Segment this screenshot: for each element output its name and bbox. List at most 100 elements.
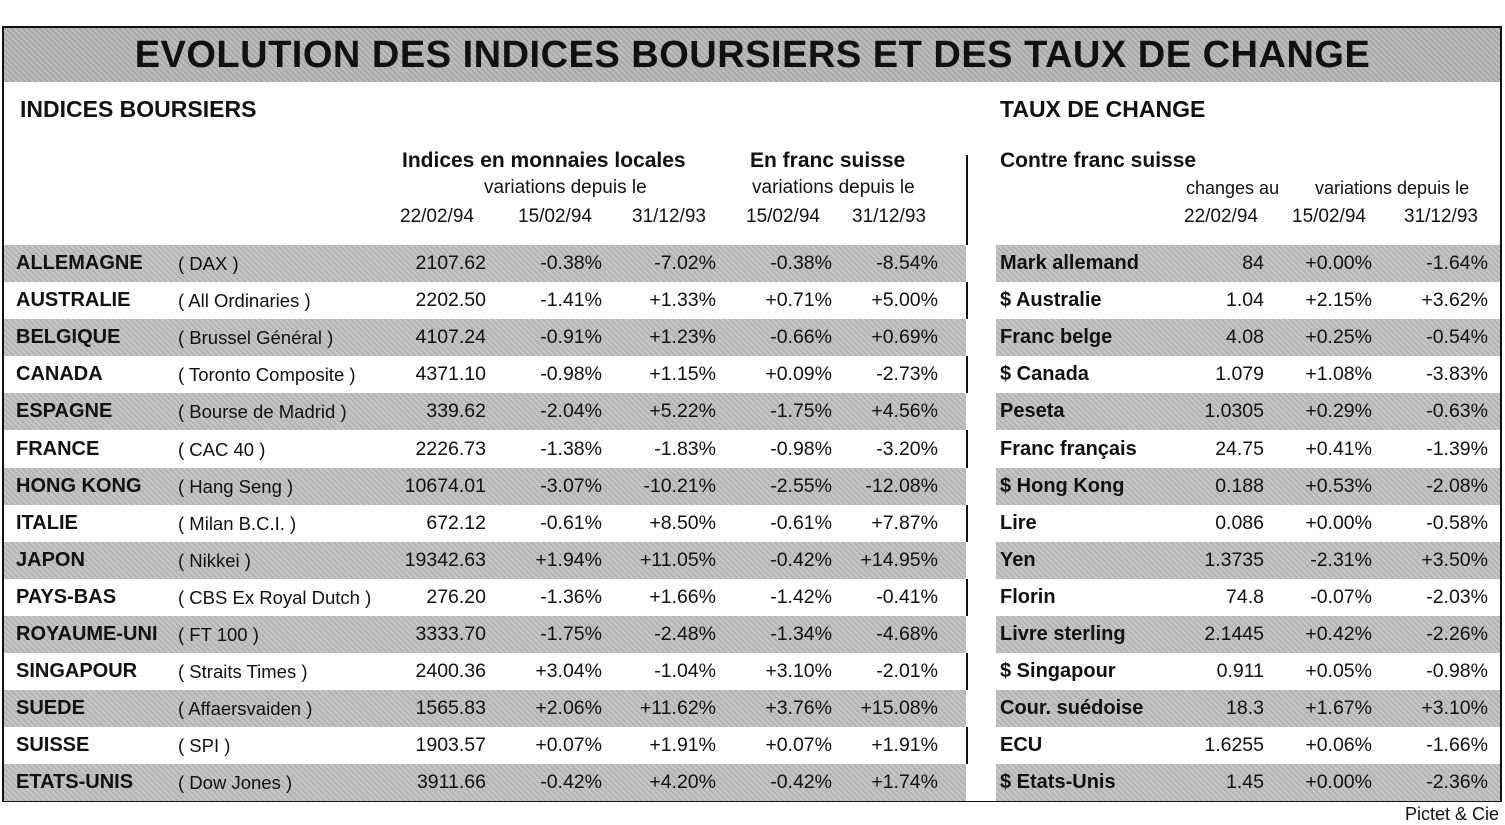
exchange-rate: 1.079 bbox=[1215, 363, 1264, 386]
table-row: PAYS-BAS ( CBS Ex Royal Dutch ) 276.20 -1.3… bbox=[4, 579, 1500, 616]
variation-chf-weekly: +3.76% bbox=[765, 697, 832, 720]
header-changes-au: changes au bbox=[1186, 178, 1280, 198]
row-gap bbox=[966, 764, 996, 802]
fx-variation-weekly: +1.08% bbox=[1305, 363, 1372, 386]
row-gap bbox=[966, 690, 996, 728]
variation-local-ytd: -10.21% bbox=[643, 474, 716, 497]
variation-chf-ytd: -2.01% bbox=[876, 660, 938, 683]
variation-local-weekly: -1.75% bbox=[540, 623, 602, 645]
table-row: ITALIE ( Milan B.C.I. ) 672.12 -0.61% +8.50%… bbox=[4, 505, 1500, 542]
row-gap bbox=[966, 245, 996, 282]
row-gap bbox=[966, 467, 996, 505]
fx-variation-ytd: -3.83% bbox=[1426, 363, 1488, 386]
header-fx-sub: variations depuis le bbox=[1315, 178, 1470, 198]
variation-local-ytd: +11.05% bbox=[639, 548, 716, 571]
index-value: 2226.73 bbox=[415, 437, 487, 460]
title-band bbox=[4, 28, 1500, 82]
variation-chf-ytd: -12.08% bbox=[865, 474, 938, 497]
fx-variation-weekly: +0.25% bbox=[1305, 326, 1372, 349]
variation-chf-weekly: -1.34% bbox=[770, 623, 832, 645]
variation-chf-weekly: -0.66% bbox=[770, 326, 832, 349]
table-row: SUISSE ( SPI ) 1903.57 +0.07% +1.91% +0.07% +1… bbox=[4, 727, 1500, 764]
currency-name: Livre sterling bbox=[1000, 623, 1126, 645]
index-name: ( Brussel Général ) bbox=[178, 327, 334, 349]
variation-local-weekly: -1.41% bbox=[540, 289, 602, 312]
currency-name: Yen bbox=[1000, 548, 1036, 571]
variation-chf-ytd: -4.68% bbox=[876, 623, 938, 645]
variation-local-weekly: -0.91% bbox=[540, 326, 602, 349]
variation-chf-weekly: -1.42% bbox=[770, 585, 832, 608]
currency-name: $ Etats-Unis bbox=[1000, 771, 1116, 794]
fx-variation-weekly: +0.06% bbox=[1305, 734, 1372, 757]
header-swiss-franc: En franc suisse bbox=[750, 149, 906, 172]
exchange-rate: 0.188 bbox=[1215, 474, 1264, 497]
country-name: SINGAPOUR bbox=[16, 660, 138, 683]
variation-local-weekly: +2.06% bbox=[535, 697, 602, 720]
variation-chf-weekly: -1.75% bbox=[770, 400, 832, 423]
fx-variation-ytd: -2.26% bbox=[1426, 623, 1488, 645]
index-value: 2202.50 bbox=[415, 289, 487, 312]
currency-name: Lire bbox=[1000, 511, 1037, 534]
index-value: 339.62 bbox=[426, 400, 486, 423]
exchange-rate: 18.3 bbox=[1226, 697, 1264, 720]
date-header: 31/12/93 bbox=[852, 206, 926, 227]
variation-local-ytd: +1.33% bbox=[649, 289, 716, 312]
variation-chf-ytd: +4.56% bbox=[871, 400, 938, 423]
country-name: SUISSE bbox=[16, 734, 90, 757]
index-value: 1903.57 bbox=[415, 734, 487, 757]
variation-local-ytd: -1.04% bbox=[654, 660, 716, 683]
variation-chf-weekly: -0.42% bbox=[770, 548, 832, 571]
fx-variation-ytd: -0.58% bbox=[1426, 511, 1488, 534]
index-name: ( Dow Jones ) bbox=[178, 772, 293, 794]
country-name: ROYAUME-UNI bbox=[16, 623, 158, 645]
index-name: ( Bourse de Madrid ) bbox=[178, 401, 347, 423]
index-value: 2400.36 bbox=[415, 660, 487, 683]
index-value: 1565.83 bbox=[415, 697, 487, 720]
table-row: ALLEMAGNE ( DAX ) 2107.62 -0.38% -7.02% -0.38… bbox=[4, 245, 1500, 282]
date-header: 15/02/94 bbox=[1292, 206, 1366, 227]
variation-local-weekly: -0.98% bbox=[540, 363, 602, 386]
currency-name: $ Australie bbox=[1000, 289, 1102, 312]
exchange-rate: 74.8 bbox=[1226, 585, 1264, 608]
source-credit: Pictet & Cie bbox=[1404, 804, 1499, 824]
exchange-rate: 0.911 bbox=[1216, 660, 1264, 683]
index-value: 276.20 bbox=[426, 585, 486, 608]
date-header: 22/02/94 bbox=[1184, 206, 1258, 227]
exchange-rate: 1.3735 bbox=[1204, 548, 1264, 571]
section-indices-boursiers: INDICES BOURSIERS bbox=[20, 96, 257, 122]
fx-variation-ytd: -2.03% bbox=[1426, 585, 1488, 608]
index-name: ( Straits Times ) bbox=[178, 661, 308, 683]
fx-variation-ytd: -0.54% bbox=[1426, 326, 1488, 349]
index-name: ( Toronto Composite ) bbox=[178, 364, 356, 386]
fx-variation-weekly: +0.29% bbox=[1305, 400, 1372, 423]
variation-local-ytd: +4.20% bbox=[649, 771, 716, 794]
variation-chf-weekly: -0.38% bbox=[770, 252, 832, 274]
variation-chf-weekly: +3.10% bbox=[765, 660, 832, 683]
fx-variation-weekly: +2.15% bbox=[1305, 289, 1372, 312]
variation-chf-ytd: +15.08% bbox=[860, 697, 938, 720]
fx-variation-weekly: -2.31% bbox=[1310, 548, 1372, 571]
index-value: 2107.62 bbox=[415, 252, 487, 274]
exchange-rate: 1.45 bbox=[1226, 771, 1264, 794]
exchange-rate: 2.1445 bbox=[1204, 623, 1264, 645]
index-value: 4371.10 bbox=[415, 363, 487, 386]
country-name: PAYS-BAS bbox=[16, 585, 117, 608]
table-row: SUEDE ( Affaersvaiden ) 1565.83 +2.06% +11.6… bbox=[4, 690, 1500, 728]
country-name: CANADA bbox=[16, 363, 103, 386]
fx-variation-weekly: +0.00% bbox=[1305, 771, 1372, 794]
variation-local-weekly: +3.04% bbox=[535, 660, 602, 683]
currency-name: $ Hong Kong bbox=[1000, 474, 1125, 497]
index-value: 19342.63 bbox=[404, 548, 486, 571]
fx-variation-weekly: +0.00% bbox=[1305, 511, 1372, 534]
currency-name: Cour. suédoise bbox=[1000, 697, 1144, 720]
currency-name: $ Singapour bbox=[1000, 660, 1116, 683]
index-name: ( All Ordinaries ) bbox=[178, 290, 311, 312]
currency-name: Franc français bbox=[1000, 437, 1137, 460]
index-value: 672.12 bbox=[426, 511, 486, 534]
index-name: ( DAX ) bbox=[178, 253, 239, 274]
variation-local-ytd: +5.22% bbox=[649, 400, 716, 423]
country-name: ITALIE bbox=[16, 511, 78, 534]
currency-name: Peseta bbox=[1000, 400, 1065, 423]
index-name: ( CBS Ex Royal Dutch ) bbox=[178, 586, 372, 608]
variation-chf-ytd: -2.73% bbox=[876, 363, 938, 386]
